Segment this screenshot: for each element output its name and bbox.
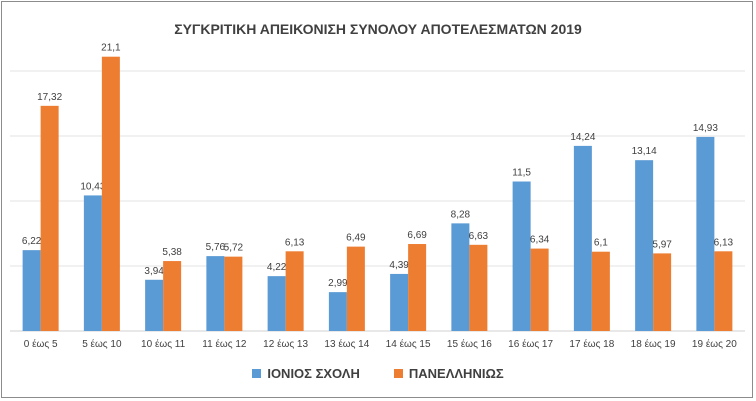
bar-series-0-6 — [390, 273, 409, 331]
data-label-series-1-9: 6,1 — [594, 238, 608, 249]
bar-series-1-7 — [469, 244, 488, 331]
x-tick-label-11: 19 έως 20 — [692, 338, 737, 350]
data-label-series-1-11: 6,13 — [714, 237, 734, 248]
data-label-series-0-1: 10,43 — [80, 181, 105, 192]
bar-series-1-1 — [101, 56, 120, 331]
data-label-series-0-0: 6,22 — [22, 236, 42, 247]
bar-series-1-9 — [591, 251, 610, 331]
data-label-series-1-5: 6,49 — [346, 233, 366, 244]
x-tick-label-5: 13 έως 14 — [324, 338, 369, 350]
bar-series-1-11 — [714, 251, 733, 331]
bar-series-0-1 — [83, 195, 102, 331]
legend-label-series-1: ΠΑΝΕΛΛΗΝΙΩΣ — [408, 366, 504, 381]
bar-series-1-10 — [653, 253, 672, 331]
data-label-series-0-3: 5,76 — [206, 242, 226, 253]
x-tick-label-1: 5 έως 10 — [82, 338, 122, 350]
data-label-series-1-3: 5,72 — [224, 243, 244, 254]
x-tick-label-7: 15 έως 16 — [447, 338, 492, 350]
bar-series-0-8 — [512, 181, 531, 331]
bar-series-0-4 — [267, 276, 286, 331]
bar-series-1-0 — [40, 105, 59, 331]
bar-series-0-11 — [696, 136, 715, 331]
legend-label-series-0: ΙΟΝΙΟΣ ΣΧΟΛΗ — [267, 366, 360, 381]
x-tick-label-10: 18 έως 19 — [631, 338, 676, 350]
x-tick-label-2: 10 έως 11 — [141, 338, 186, 350]
bar-series-1-8 — [530, 248, 549, 331]
x-tick-label-9: 17 έως 18 — [569, 338, 614, 350]
data-label-series-0-8: 11,5 — [512, 168, 531, 179]
data-label-series-1-0: 17,32 — [37, 92, 62, 103]
x-tick-label-8: 16 έως 17 — [508, 338, 553, 350]
legend: ΙΟΝΙΟΣ ΣΧΟΛΗ ΠΑΝΕΛΛΗΝΙΩΣ — [0, 366, 756, 381]
bar-series-0-9 — [573, 145, 592, 331]
data-label-series-0-10: 13,14 — [632, 146, 657, 157]
bar-series-0-5 — [328, 292, 347, 331]
data-label-series-0-4: 4,22 — [267, 262, 287, 273]
chart-title: ΣΥΓΚΡΙΤΙΚΗ ΑΠΕΙΚΟΝΙΣΗ ΣΥΝΟΛΟΥ ΑΠΟΤΕΛΕΣΜΑ… — [174, 21, 582, 37]
legend-swatch-series-1 — [393, 369, 403, 378]
bar-series-1-3 — [224, 256, 243, 331]
data-label-series-0-9: 14,24 — [570, 132, 595, 143]
data-label-series-1-4: 6,13 — [285, 237, 305, 248]
data-label-series-1-2: 5,38 — [162, 247, 182, 258]
bar-series-1-6 — [408, 244, 427, 331]
data-label-series-1-8: 6,34 — [530, 235, 550, 246]
bar-series-0-7 — [451, 223, 470, 331]
data-label-series-1-1: 21,1 — [101, 43, 121, 54]
bar-series-1-5 — [346, 246, 365, 331]
data-label-series-0-6: 4,39 — [389, 260, 409, 271]
x-tick-label-6: 14 έως 15 — [386, 338, 431, 350]
x-tick-label-4: 12 έως 13 — [263, 338, 308, 350]
bar-series-0-3 — [206, 256, 225, 331]
bar-series-1-2 — [163, 261, 182, 331]
x-tick-label-3: 11 έως 12 — [202, 338, 247, 350]
data-label-series-1-6: 6,69 — [407, 230, 427, 241]
data-label-series-0-2: 3,94 — [144, 266, 164, 277]
legend-item-series-1: ΠΑΝΕΛΛΗΝΙΩΣ — [393, 366, 504, 381]
data-label-series-1-10: 5,97 — [652, 239, 672, 250]
bar-series-0-2 — [145, 279, 164, 331]
legend-swatch-series-0 — [252, 369, 262, 378]
bar-series-0-10 — [635, 160, 654, 331]
bar-series-0-0 — [22, 250, 41, 331]
data-label-series-1-7: 6,63 — [469, 231, 489, 242]
data-label-series-0-5: 2,99 — [328, 278, 348, 289]
data-label-series-0-11: 14,93 — [693, 123, 718, 134]
x-tick-label-0: 0 έως 5 — [24, 338, 58, 350]
bar-series-1-4 — [285, 251, 304, 331]
legend-item-series-0: ΙΟΝΙΟΣ ΣΧΟΛΗ — [252, 366, 360, 381]
data-label-series-0-7: 8,28 — [451, 209, 471, 220]
